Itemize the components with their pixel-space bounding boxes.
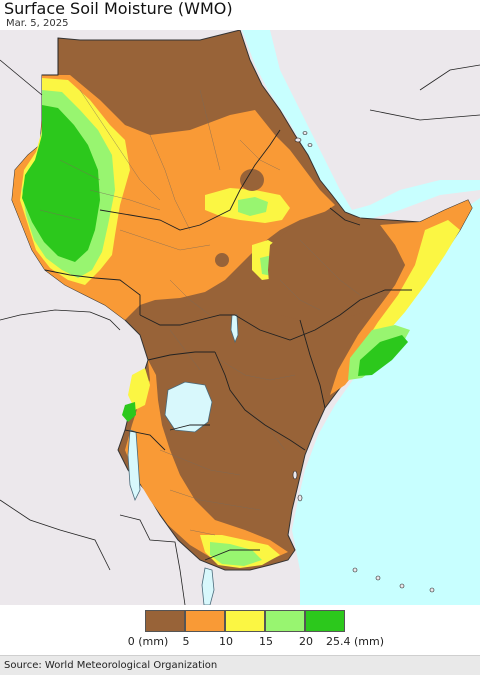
subnational-borders	[39, 89, 361, 536]
zone-20-25-rwanda	[122, 402, 136, 422]
source-bar: Source: World Meteorological Organizatio…	[0, 655, 480, 675]
dry-patch-b	[215, 253, 229, 267]
legend-swatch-5-10	[185, 610, 225, 632]
legend-tick-20: 20	[299, 635, 313, 648]
legend-tick-10: 10	[219, 635, 233, 648]
legend-swatch-10-15	[225, 610, 265, 632]
legend-tick-25-4: 25.4 (mm)	[325, 635, 385, 648]
dry-patch-a	[240, 169, 264, 191]
legend-swatch-15-20	[265, 610, 305, 632]
legend-tick-0: 0 (mm)	[127, 635, 169, 648]
lake-turkana	[230, 314, 239, 344]
outside-borders	[0, 59, 480, 605]
zone-10-15-rwanda	[128, 368, 150, 410]
zone-20-25-somalia-core	[358, 335, 408, 376]
lake-tanganyika	[127, 429, 141, 502]
legend-swatch-0-5	[145, 610, 185, 632]
legend-tick-5: 5	[182, 635, 190, 648]
lake-malawi	[201, 567, 215, 605]
source-text: Source: World Meteorological Organizatio…	[4, 660, 218, 671]
dry-region-ethiopia-east	[268, 210, 405, 320]
map-title: Surface Soil Moisture (WMO)	[4, 0, 233, 18]
soil-moisture-map[interactable]	[0, 30, 480, 605]
zone-15-20-south	[210, 542, 262, 566]
legend: 0 (mm) 5 10 15 20 25.4 (mm)	[0, 610, 480, 650]
arabia-land	[270, 30, 480, 210]
map-date: Mar. 5, 2025	[6, 18, 69, 29]
zone-5-10-southwest	[125, 360, 288, 565]
legend-tick-15: 15	[259, 635, 273, 648]
legend-swatch-20-25	[305, 610, 345, 632]
national-borders	[42, 38, 412, 561]
lake-victoria	[164, 381, 213, 433]
zone-20-25-west	[22, 105, 100, 262]
islands	[292, 131, 435, 593]
zone-15-20-ethiopia	[238, 197, 268, 216]
